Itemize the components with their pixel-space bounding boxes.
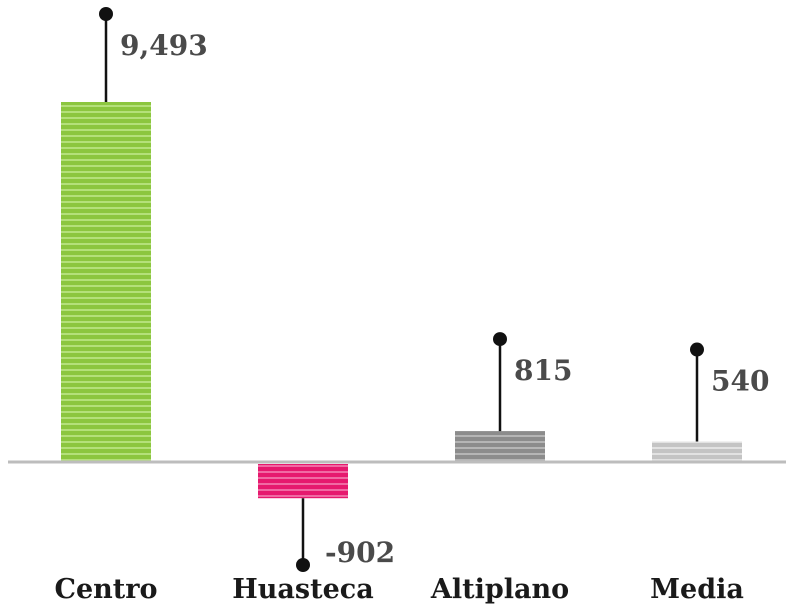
bars-layer bbox=[61, 102, 742, 499]
annotation-dot bbox=[296, 558, 310, 572]
bar-altiplano bbox=[455, 431, 545, 462]
category-label: Centro bbox=[54, 574, 157, 604]
annotation-dot bbox=[493, 332, 507, 347]
category-label: Media bbox=[650, 574, 744, 604]
category-label: Huasteca bbox=[232, 574, 373, 604]
bar-huasteca bbox=[258, 464, 348, 499]
category-labels: Centro Huasteca Altiplano Media bbox=[54, 574, 743, 604]
bar-centro bbox=[61, 102, 151, 462]
category-label: Altiplano bbox=[430, 574, 569, 604]
value-annotations: 9,493 -902 815 540 bbox=[99, 7, 769, 572]
value-label: -902 bbox=[325, 536, 395, 569]
annotation-dot bbox=[99, 7, 113, 21]
bar-media bbox=[652, 441, 742, 462]
value-label: 9,493 bbox=[120, 29, 208, 62]
annotation-dot bbox=[690, 342, 704, 357]
value-label: 540 bbox=[711, 365, 769, 398]
value-label: 815 bbox=[514, 354, 572, 387]
